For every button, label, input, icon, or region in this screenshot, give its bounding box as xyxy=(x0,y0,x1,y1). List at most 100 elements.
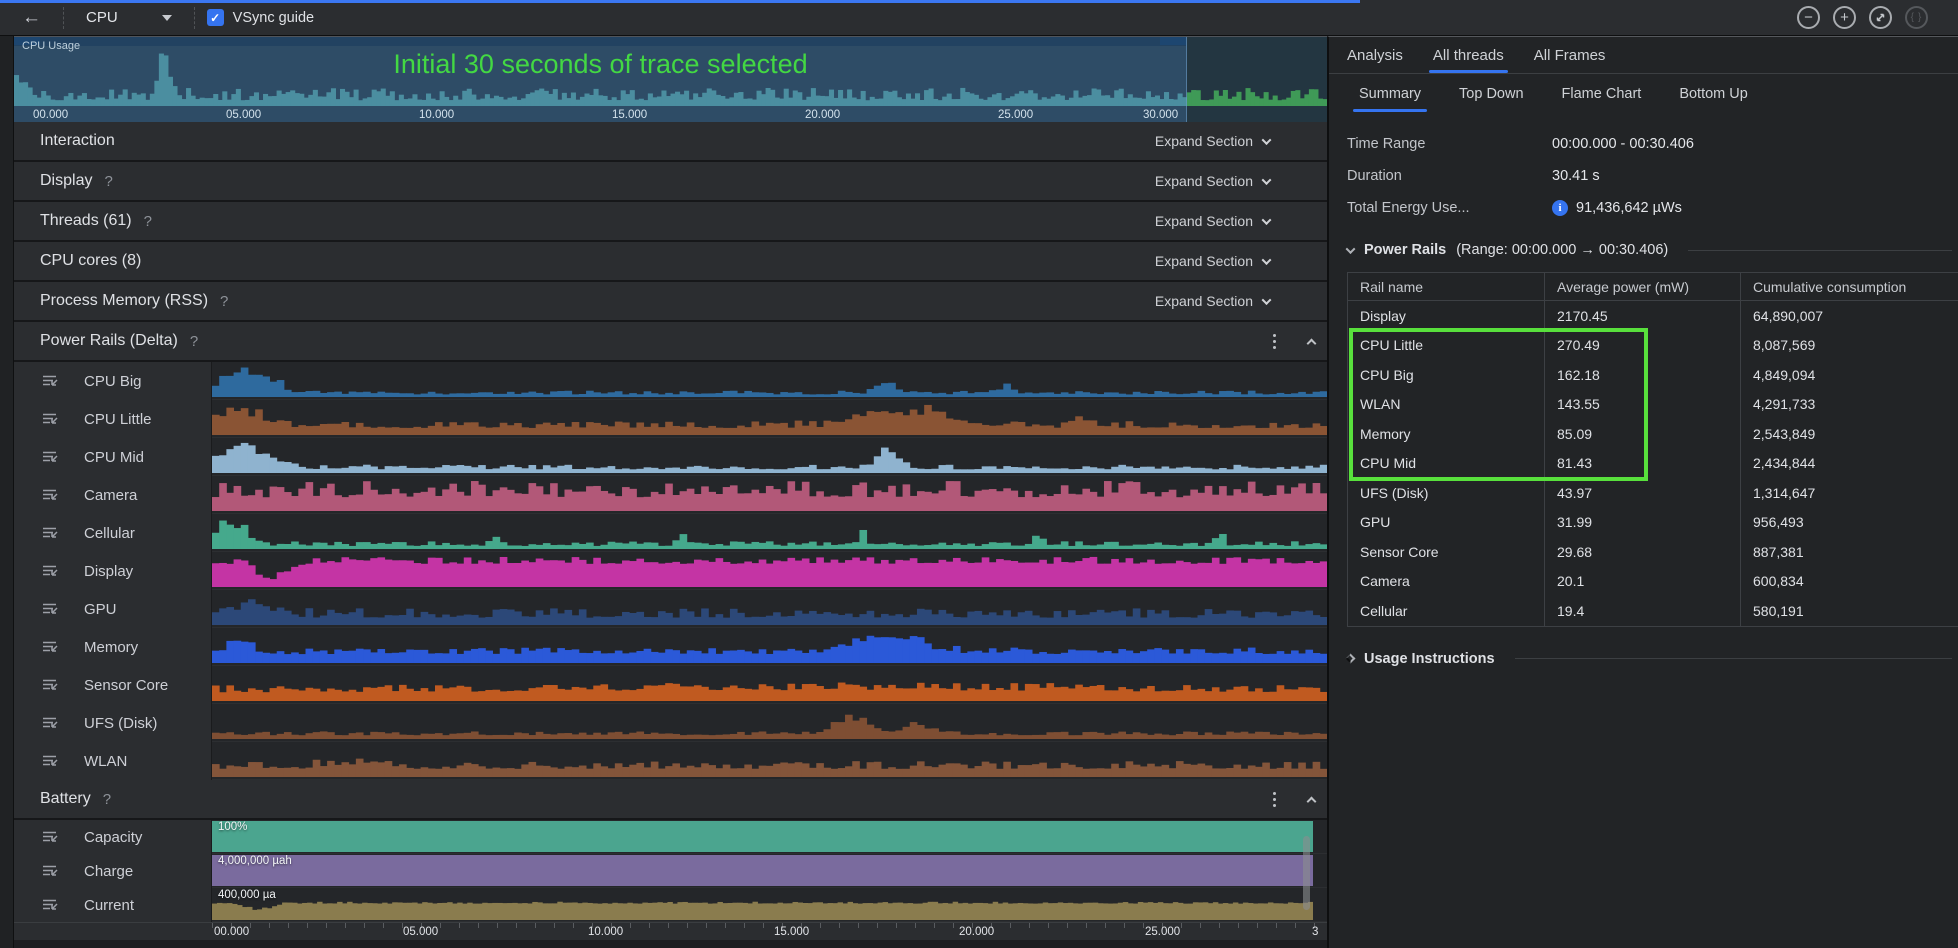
expand-section-button[interactable]: Expand Section xyxy=(1155,213,1272,229)
process-selector-dropdown[interactable]: CPU xyxy=(76,9,182,26)
rail-chart[interactable] xyxy=(212,590,1327,628)
kebab-menu-icon[interactable] xyxy=(1273,791,1276,795)
rail-chart[interactable] xyxy=(212,476,1327,514)
zoom-in-icon[interactable]: + xyxy=(1833,6,1856,29)
section-cpu-cores-8-[interactable]: CPU cores (8) Expand Section xyxy=(14,242,1327,282)
help-icon[interactable]: ? xyxy=(143,212,152,230)
table-row[interactable]: Memory 85.09 2,543,849 xyxy=(1348,419,1958,449)
reset-zoom-icon[interactable] xyxy=(1869,6,1892,29)
rail-chart[interactable] xyxy=(212,438,1327,476)
track-drag-handle-icon[interactable] xyxy=(42,830,60,845)
track-drag-handle-icon[interactable] xyxy=(42,412,60,427)
trace-selection-overlay[interactable] xyxy=(14,37,1187,122)
rail-label-cpu-mid[interactable]: CPU Mid xyxy=(14,438,212,476)
track-drag-handle-icon[interactable] xyxy=(42,374,60,389)
collapse-chevron-icon[interactable] xyxy=(1306,338,1317,348)
section-threads-61-[interactable]: Threads (61)? Expand Section xyxy=(14,202,1327,242)
column-header[interactable]: Cumulative consumption xyxy=(1741,273,1958,301)
rail-chart[interactable] xyxy=(212,400,1327,438)
expand-section-button[interactable]: Expand Section xyxy=(1155,253,1272,269)
battery-label-capacity[interactable]: Capacity xyxy=(14,820,212,854)
power-rails-summary-header[interactable]: Power Rails (Range: 00:00.000 → 00:30.40… xyxy=(1329,242,1958,258)
rail-label-wlan[interactable]: WLAN xyxy=(14,742,212,780)
expand-section-button[interactable]: Expand Section xyxy=(1155,173,1272,189)
rail-label-cpu-little[interactable]: CPU Little xyxy=(14,400,212,438)
table-row[interactable]: Camera 20.1 600,834 xyxy=(1348,566,1958,596)
rail-chart[interactable] xyxy=(212,514,1327,552)
track-drag-handle-icon[interactable] xyxy=(42,898,60,913)
help-icon[interactable]: ? xyxy=(104,172,113,190)
table-row[interactable]: Display 2170.45 64,890,007 xyxy=(1348,301,1958,331)
rail-label-camera[interactable]: Camera xyxy=(14,476,212,514)
track-drag-handle-icon[interactable] xyxy=(42,488,60,503)
track-drag-handle-icon[interactable] xyxy=(42,754,60,769)
rail-label-gpu[interactable]: GPU xyxy=(14,590,212,628)
column-header[interactable]: Average power (mW) xyxy=(1545,273,1741,301)
table-row[interactable]: CPU Big 162.18 4,849,094 xyxy=(1348,360,1958,390)
section-display[interactable]: Display? Expand Section xyxy=(14,162,1327,202)
rail-label-cpu-big[interactable]: CPU Big xyxy=(14,362,212,400)
section-process-memory-rss-[interactable]: Process Memory (RSS)? Expand Section xyxy=(14,282,1327,322)
help-icon[interactable]: ? xyxy=(220,292,229,310)
rail-label-sensor-core[interactable]: Sensor Core xyxy=(14,666,212,704)
track-drag-handle-icon[interactable] xyxy=(42,716,60,731)
battery-chart[interactable]: 4,000,000 µah xyxy=(212,854,1327,888)
track-drag-handle-icon[interactable] xyxy=(42,864,60,879)
table-row[interactable]: UFS (Disk) 43.97 1,314,647 xyxy=(1348,478,1958,508)
track-drag-handle-icon[interactable] xyxy=(42,640,60,655)
table-row[interactable]: Cellular 19.4 580,191 xyxy=(1348,596,1958,626)
tab-analysis[interactable]: Analysis xyxy=(1347,46,1403,64)
track-drag-handle-icon[interactable] xyxy=(42,602,60,617)
rail-chart[interactable] xyxy=(212,552,1327,590)
help-icon[interactable]: ? xyxy=(102,790,112,808)
battery-label-charge[interactable]: Charge xyxy=(14,854,212,888)
cpu-usage-timeline[interactable]: CPU Usage Initial 30 seconds of trace se… xyxy=(14,36,1327,122)
rail-chart[interactable] xyxy=(212,628,1327,666)
vsync-guide-toggle[interactable]: ✓ VSync guide xyxy=(206,9,314,26)
table-row[interactable]: CPU Little 270.49 8,087,569 xyxy=(1348,330,1958,360)
help-icon[interactable]: ? xyxy=(189,332,199,350)
subtab-flame-chart[interactable]: Flame Chart xyxy=(1561,86,1642,102)
battery-chart[interactable]: 400,000 µa xyxy=(212,888,1327,922)
usage-instructions-header[interactable]: Usage Instructions xyxy=(1329,651,1958,667)
vertical-scrollbar[interactable] xyxy=(1303,836,1310,910)
track-drag-handle-icon[interactable] xyxy=(42,450,60,465)
track-drag-handle-icon[interactable] xyxy=(42,564,60,579)
collapse-chevron-icon[interactable] xyxy=(1306,796,1317,806)
rail-label-ufs-disk-[interactable]: UFS (Disk) xyxy=(14,704,212,742)
selection-handle-right[interactable] xyxy=(1160,37,1186,45)
section-power-rails[interactable]: Power Rails (Delta) ? xyxy=(14,322,1327,362)
table-row[interactable]: WLAN 143.55 4,291,733 xyxy=(1348,389,1958,419)
subtab-bottom-up[interactable]: Bottom Up xyxy=(1679,86,1748,102)
back-arrow-icon[interactable]: ← xyxy=(22,6,41,28)
section-battery[interactable]: Battery ? xyxy=(14,780,1327,820)
zoom-to-selection-icon[interactable]: { } xyxy=(1905,6,1928,29)
zoom-out-icon[interactable]: − xyxy=(1797,6,1820,29)
expand-section-button[interactable]: Expand Section xyxy=(1155,133,1272,149)
battery-chart[interactable]: 100% xyxy=(212,820,1327,854)
selection-handle-left[interactable] xyxy=(14,37,40,45)
rail-label-memory[interactable]: Memory xyxy=(14,628,212,666)
battery-label-current[interactable]: Current xyxy=(14,888,212,922)
tab-all-frames[interactable]: All Frames xyxy=(1533,46,1606,64)
table-row[interactable]: CPU Mid 81.43 2,434,844 xyxy=(1348,448,1958,478)
table-row[interactable]: Sensor Core 29.68 887,381 xyxy=(1348,537,1958,567)
rail-chart[interactable] xyxy=(212,666,1327,704)
rail-chart[interactable] xyxy=(212,362,1327,400)
subtab-top-down[interactable]: Top Down xyxy=(1459,86,1524,102)
expand-section-button[interactable]: Expand Section xyxy=(1155,293,1272,309)
track-drag-handle-icon[interactable] xyxy=(42,678,60,693)
checkbox-checked-icon[interactable]: ✓ xyxy=(206,9,224,26)
kebab-menu-icon[interactable] xyxy=(1273,333,1276,337)
rail-chart[interactable] xyxy=(212,704,1327,742)
rail-label-cellular[interactable]: Cellular xyxy=(14,514,212,552)
info-icon[interactable]: i xyxy=(1552,200,1568,216)
track-drag-handle-icon[interactable] xyxy=(42,526,60,541)
section-interaction[interactable]: Interaction Expand Section xyxy=(14,122,1327,162)
table-row[interactable]: GPU 31.99 956,493 xyxy=(1348,507,1958,537)
tab-all-threads[interactable]: All threads xyxy=(1428,37,1508,73)
column-header[interactable]: Rail name xyxy=(1348,273,1545,301)
rail-chart[interactable] xyxy=(212,742,1327,780)
rail-label-display[interactable]: Display xyxy=(14,552,212,590)
subtab-summary[interactable]: Summary xyxy=(1352,74,1428,114)
